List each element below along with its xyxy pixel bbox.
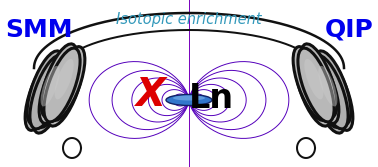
- Ellipse shape: [312, 55, 348, 129]
- Ellipse shape: [309, 59, 345, 133]
- Ellipse shape: [173, 96, 205, 101]
- Text: SMM: SMM: [5, 18, 73, 42]
- Ellipse shape: [35, 54, 71, 127]
- Text: X: X: [136, 76, 166, 114]
- Ellipse shape: [40, 66, 60, 106]
- Ellipse shape: [27, 51, 64, 125]
- Ellipse shape: [54, 59, 74, 99]
- Ellipse shape: [30, 55, 66, 129]
- Ellipse shape: [304, 59, 324, 99]
- Ellipse shape: [303, 50, 339, 123]
- Text: Ln: Ln: [189, 81, 234, 115]
- Ellipse shape: [166, 95, 212, 106]
- Ellipse shape: [41, 44, 77, 118]
- Text: Isotopic enrichment: Isotopic enrichment: [116, 12, 262, 27]
- Ellipse shape: [307, 54, 343, 127]
- Ellipse shape: [301, 44, 337, 118]
- Ellipse shape: [46, 52, 83, 126]
- Ellipse shape: [293, 47, 329, 120]
- Ellipse shape: [49, 47, 85, 120]
- Ellipse shape: [25, 57, 61, 130]
- Ellipse shape: [317, 57, 353, 130]
- Text: QIP: QIP: [324, 18, 373, 42]
- Ellipse shape: [295, 52, 332, 126]
- Ellipse shape: [314, 51, 351, 125]
- Ellipse shape: [298, 48, 334, 122]
- Ellipse shape: [39, 50, 75, 123]
- Ellipse shape: [318, 66, 338, 106]
- Ellipse shape: [44, 48, 80, 122]
- Ellipse shape: [33, 59, 69, 133]
